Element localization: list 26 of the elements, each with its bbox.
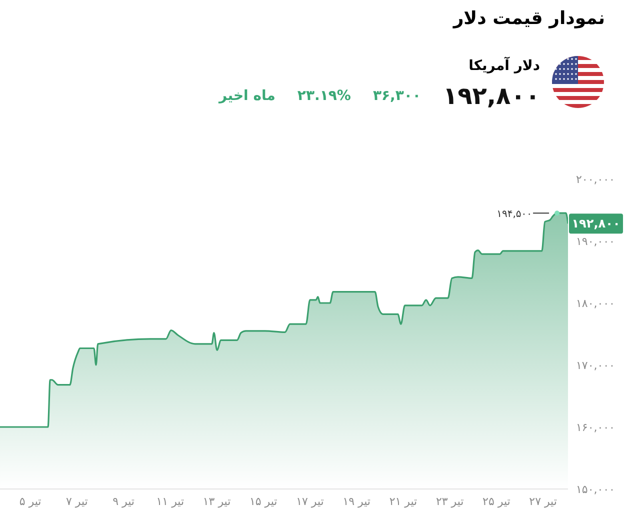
chart-subtitle: دلار آمریکا — [468, 58, 540, 74]
x-tick-label: ۱۷ تیر — [296, 494, 324, 508]
x-tick-label: ۱۱ تیر — [156, 494, 184, 508]
x-tick-label: ۱۹ تیر — [342, 494, 370, 508]
y-tick-label: ۱۶۰,۰۰۰ — [576, 420, 615, 434]
text: ۱۹۲,۸۰۰ — [442, 82, 540, 110]
x-tick-label: ۵ تیر — [19, 494, 42, 508]
y-tick-label: ۱۷۰,۰۰۰ — [576, 358, 615, 372]
x-tick-label: ۲۵ تیر — [482, 494, 510, 508]
x-tick-label: ۲۱ تیر — [389, 494, 418, 508]
annotation: ۱۹۴,۵۰۰ — [496, 209, 532, 220]
x-tick-label: ۲۷ تیر — [529, 494, 557, 508]
y-tick-label: ۲۰۰,۰۰۰ — [576, 172, 615, 186]
annotation: ۱۹۲,۸۰۰ — [572, 216, 620, 231]
text: ماه اخیر — [219, 88, 276, 104]
chart-title: نمودار قیمت دلار — [453, 8, 605, 29]
x-tick-label: ۷ تیر — [66, 494, 88, 508]
x-tick-label: ۹ تیر — [112, 494, 134, 508]
x-tick-label: ۱۳ تیر — [202, 494, 231, 508]
y-tick-label: ۱۹۰,۰۰۰ — [576, 234, 615, 248]
y-tick-label: ۱۵۰,۰۰۰ — [576, 482, 615, 496]
x-tick-label: ۲۳ تیر — [436, 494, 464, 508]
y-tick-label: ۱۸۰,۰۰۰ — [576, 296, 615, 310]
x-tick-label: ۱۵ تیر — [249, 494, 278, 508]
text: ۳۶,۳۰۰ — [372, 88, 421, 104]
text: ۲۳.۱۹% — [297, 88, 351, 104]
